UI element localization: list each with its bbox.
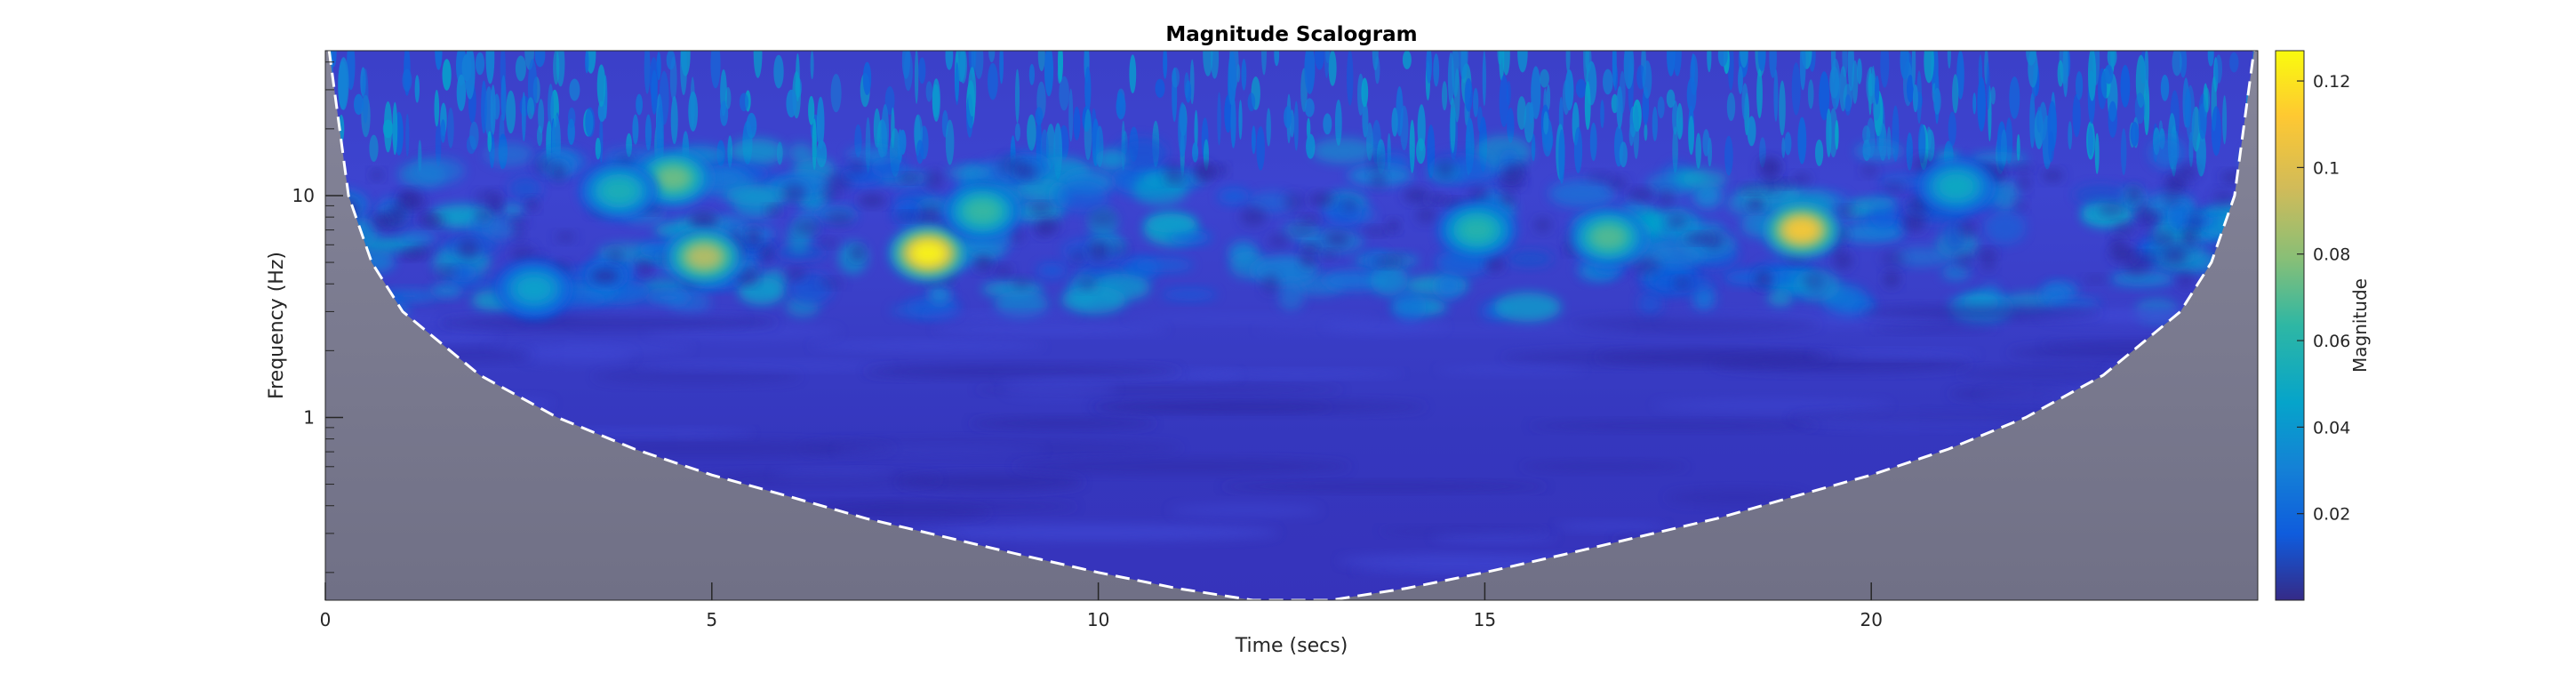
plot-frame [324,50,2259,601]
peak-1 [889,224,968,282]
colorbar-tick-label-3: 0.08 [2313,245,2350,265]
x-axis: 0 5 10 15 20 [320,582,1883,630]
y-axis: 1 10 [292,61,343,574]
colorbar-gradient [2275,50,2305,601]
peak-5 [1569,208,1648,266]
x-tick-label-15: 15 [1474,609,1496,630]
scalogram-field [325,51,2258,600]
y-axis-label: Frequency (Hz) [266,252,288,399]
plot-area [325,51,2258,600]
colorbar-tick-label-5: 0.12 [2313,72,2350,92]
chart-title: Magnitude Scalogram [1165,23,1417,46]
peak-9 [1916,157,1996,215]
peak-6 [1437,201,1516,259]
colorbar-tick-label-1: 0.04 [2313,418,2350,437]
x-tick-label-20: 20 [1860,609,1882,630]
x-axis-label: Time (secs) [1235,635,1348,657]
colorbar-tick-label-0: 0.02 [2313,505,2350,525]
x-tick-label-10: 10 [1087,609,1109,630]
colorbar-tick-label-2: 0.06 [2313,332,2350,351]
y-tick-label-10: 10 [292,185,315,206]
y-tick-label-1: 1 [303,406,315,428]
peak-10 [494,260,573,317]
colorbar-label: Magnitude [2349,278,2371,373]
cone-of-influence-line [327,51,2256,600]
colorbar-tick-label-4: 0.1 [2313,158,2340,178]
peak-3 [665,228,744,285]
colorbar-ticks: 0.02 0.04 0.06 0.08 0.1 0.12 [2297,72,2350,525]
x-tick-label-5: 5 [706,609,717,630]
peak-2 [1762,201,1841,259]
colorbar: 0.02 0.04 0.06 0.08 0.1 0.12 Magnitude [2275,50,2371,601]
x-tick-label-0: 0 [320,609,332,630]
peak-7 [943,182,1022,240]
scalogram-peaks [494,149,1996,317]
peak-8 [580,162,659,220]
peak-4 [634,149,713,207]
